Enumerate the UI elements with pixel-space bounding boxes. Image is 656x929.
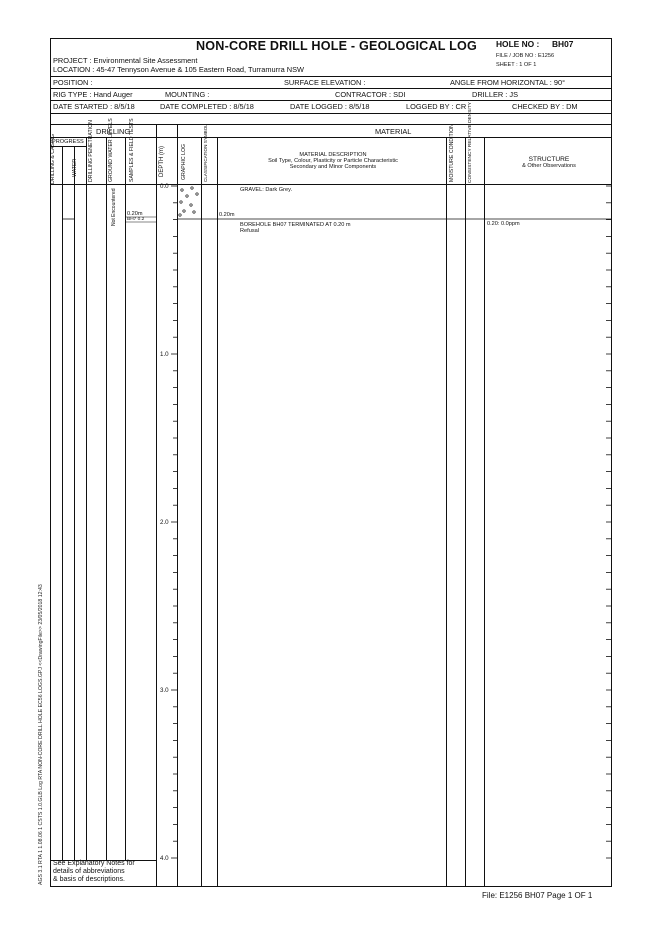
- sample-id: BH7 0.2: [127, 217, 145, 222]
- notes-line2: details of abbreviations: [53, 868, 125, 875]
- material-description-sub1: Soil Type, Colour, Plasticity or Particl…: [268, 158, 398, 164]
- logged-by-field: LOGGED BY : CR: [406, 102, 467, 111]
- drilling-section-header: DRILLING: [96, 127, 131, 136]
- mounting-field: MOUNTING :: [165, 90, 210, 99]
- file-reference: File: E1256 BH07 Page 1 OF 1: [482, 891, 593, 900]
- location-field: LOCATION : 45-47 Tennyson Avenue & 105 E…: [53, 65, 304, 74]
- contractor-field: CONTRACTOR : SDI: [335, 90, 406, 99]
- material-section-header: MATERIAL: [375, 127, 412, 136]
- classification-depth: 0.20m: [219, 212, 235, 218]
- depth-label: 4.0: [160, 855, 169, 862]
- structure-observation: 0.20: 0.0ppm: [487, 221, 520, 227]
- surface-elevation-field: SURFACE ELEVATION :: [284, 78, 366, 87]
- depth-label: 2.0: [160, 519, 169, 526]
- driller-field: DRILLER : JS: [472, 90, 519, 99]
- log-title: NON-CORE DRILL HOLE - GEOLOGICAL LOG: [196, 39, 477, 53]
- sample-depth: 0.20m: [127, 211, 143, 217]
- material-description-header: MATERIAL DESCRIPTION: [299, 152, 367, 158]
- hole-no-label: HOLE NO :: [496, 39, 540, 49]
- sheet-number: SHEET : 1 OF 1: [496, 62, 537, 68]
- depth-label: 0.0: [160, 183, 169, 190]
- side-metadata-text: AGS 3.1 RTA 1 1.08.06 1 CSTS 1.0.GLB Log…: [38, 584, 44, 885]
- date-started-field: DATE STARTED : 8/5/18: [53, 102, 135, 111]
- checked-by-field: CHECKED BY : DM: [512, 102, 578, 111]
- notes-line3: & basis of descriptions.: [53, 876, 125, 883]
- material-description-sub2: Secondary and Minor Components: [289, 164, 377, 170]
- position-field: POSITION :: [53, 78, 93, 87]
- notes-line1: See Explanatory Notes for: [53, 860, 135, 867]
- layer-gravel-description: GRAVEL: Dark Grey.: [240, 187, 293, 193]
- date-completed-field: DATE COMPLETED : 8/5/18: [160, 102, 254, 111]
- progress-header: PROGRESS: [52, 139, 84, 145]
- date-logged-field: DATE LOGGED : 8/5/18: [290, 102, 370, 111]
- file-job-no: FILE / JOB NO : E1256: [496, 53, 555, 59]
- structure-sub-header: & Other Observations: [522, 163, 576, 169]
- structure-header: STRUCTURE: [528, 156, 570, 163]
- depth-label: 3.0: [160, 687, 169, 694]
- project-field: PROJECT : Environmental Site Assessment: [53, 56, 198, 65]
- log-sheet-frame: [50, 38, 612, 887]
- groundwater-note: Not Encountered: [111, 188, 117, 226]
- termination-reason: Refusal: [240, 228, 259, 234]
- depth-label: 1.0: [160, 351, 169, 358]
- borehole-termination: BOREHOLE BH07 TERMINATED AT 0.20 m: [240, 222, 351, 228]
- rig-type-field: RIG TYPE : Hand Auger: [53, 90, 133, 99]
- gravel-graphic: [178, 186, 199, 217]
- angle-field: ANGLE FROM HORIZONTAL : 90°: [450, 78, 566, 87]
- hole-no-value: BH07: [552, 39, 574, 49]
